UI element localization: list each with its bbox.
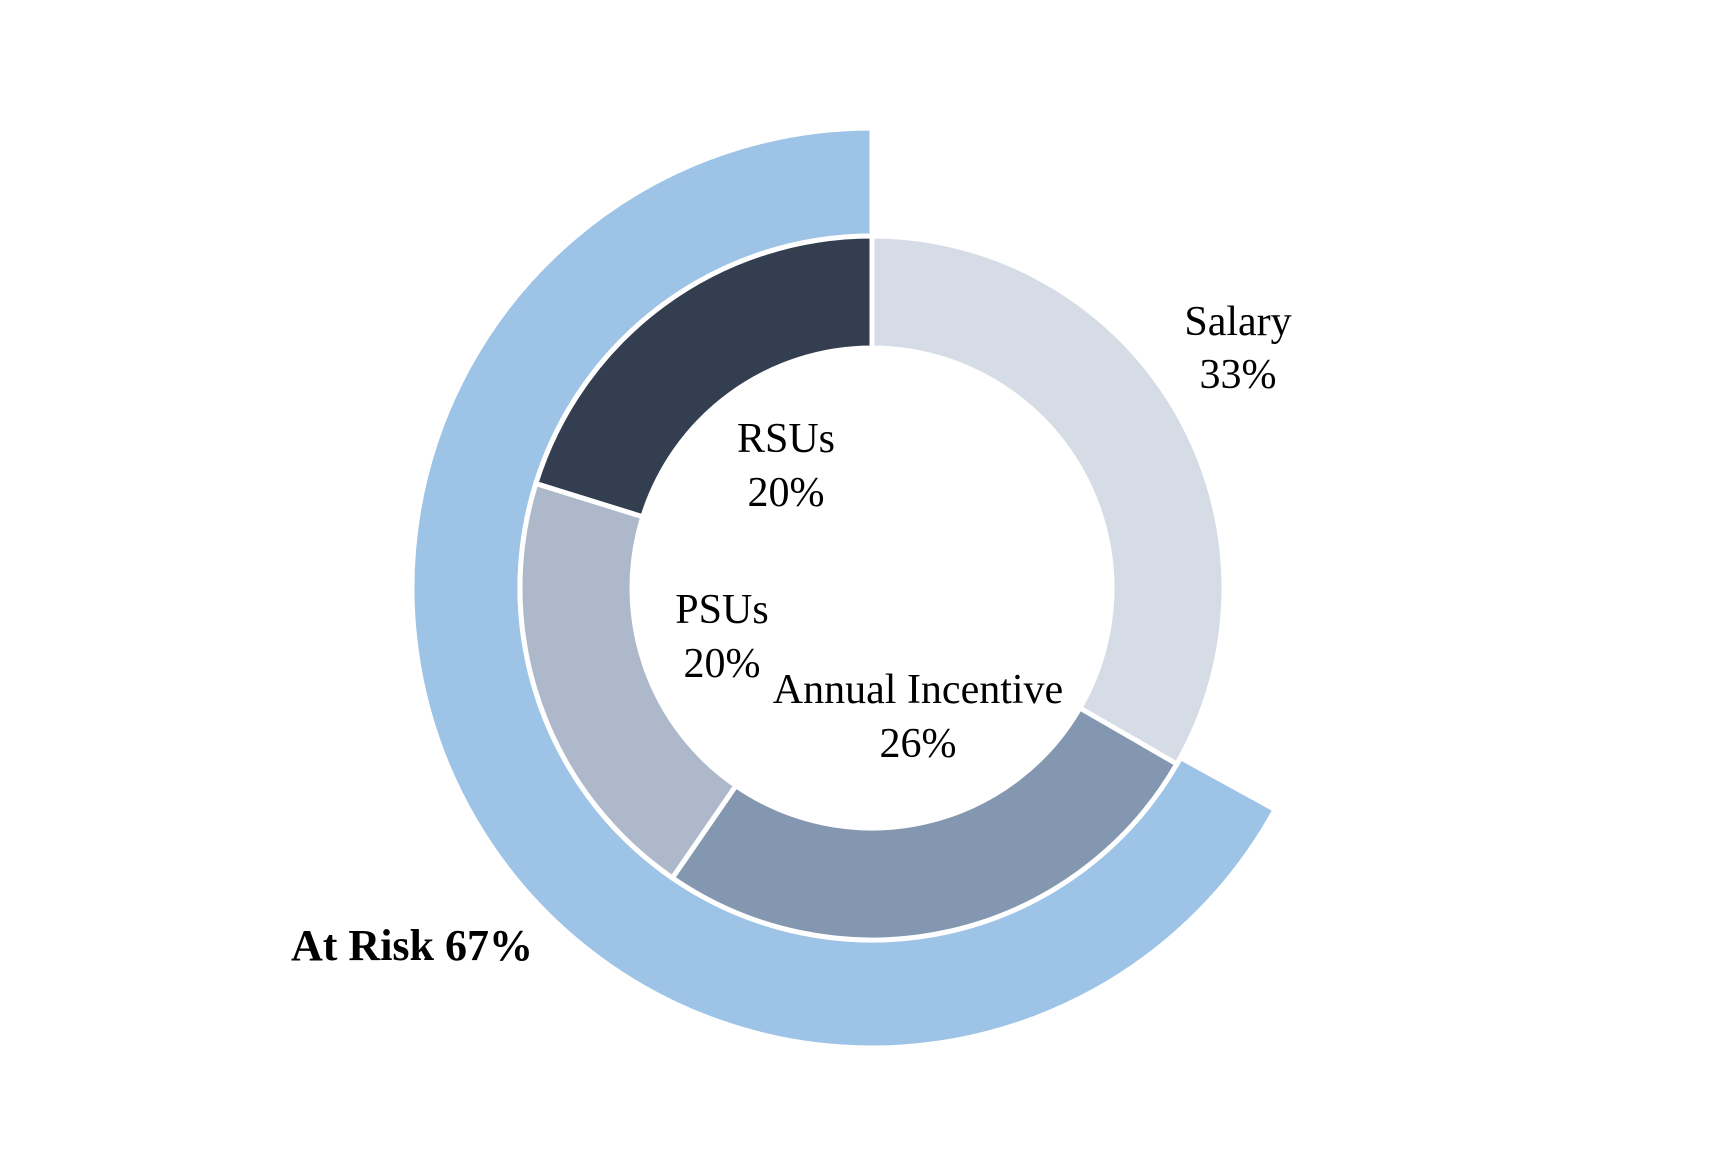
slice-label-rsus: RSUs — [737, 416, 835, 462]
slice-value-rsus: 20% — [748, 470, 825, 516]
slice-label-annual-incentive: Annual Incentive — [773, 667, 1063, 713]
inner-slice-annual-incentive — [668, 704, 1181, 943]
slice-label-salary: Salary — [1184, 299, 1291, 345]
slice-label-at-risk: At Risk 67% — [291, 921, 533, 970]
inner-ring — [517, 233, 1227, 943]
data-labels: Salary 33% RSUs 20% PSUs 20% Annual Ince… — [291, 299, 1292, 970]
inner-slice-salary — [869, 233, 1227, 768]
slice-value-salary: 33% — [1200, 352, 1277, 398]
inner-slice-psus — [517, 480, 740, 882]
slice-value-annual-incentive: 26% — [880, 721, 957, 767]
slice-label-psus: PSUs — [675, 587, 768, 633]
slice-value-psus: 20% — [684, 641, 761, 687]
inner-slice-rsus — [532, 233, 875, 520]
